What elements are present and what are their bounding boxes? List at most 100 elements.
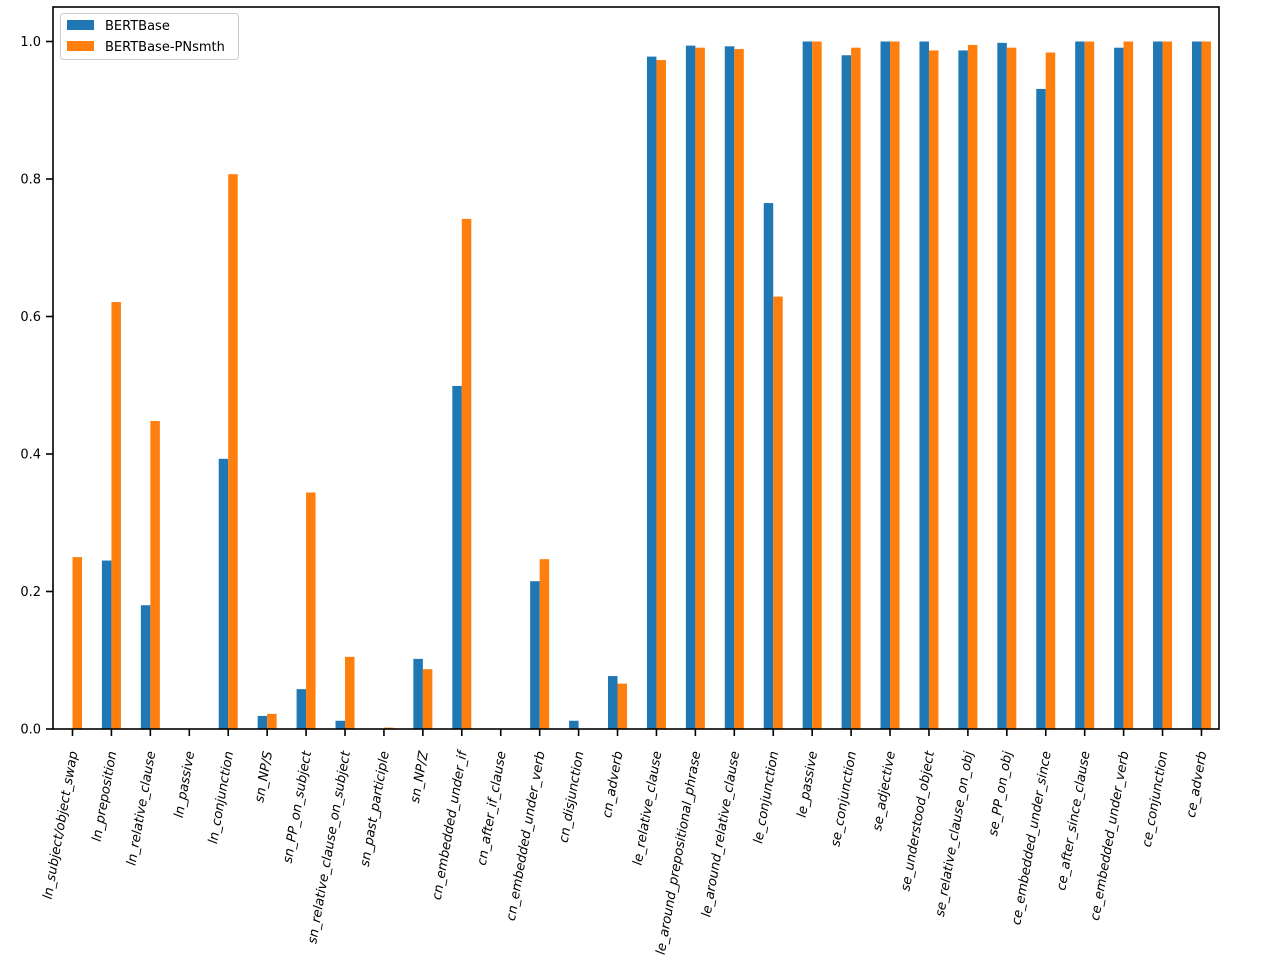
bar-bertbase-22 (919, 41, 929, 729)
x-tick-label: sn_relative_clause_on_subject (305, 749, 354, 945)
x-tick-label: sn_NP/S (252, 750, 276, 804)
bar-bertbase-pnsmth-25 (1045, 52, 1056, 729)
bar-bertbase-pnsmth-28 (1162, 41, 1173, 729)
y-tick-label: 0.4 (20, 448, 41, 463)
bar-bertbase-15 (646, 56, 657, 729)
bar-bertbase-21 (880, 41, 891, 729)
bar-bertbase-24 (997, 42, 1007, 729)
bar-bertbase-4 (218, 458, 229, 729)
bar-bertbase-pnsmth-20 (851, 47, 861, 729)
x-tick-label: ce_conjunction (1140, 750, 1172, 848)
bar-bertbase-pnsmth-22 (928, 50, 939, 729)
y-tick-label: 0.6 (20, 310, 41, 325)
bar-bertbase-pnsmth-26 (1084, 41, 1095, 729)
x-tick-label: ln_conjunction (206, 750, 237, 845)
x-tick-label: ln_preposition (90, 750, 121, 843)
y-tick-label: 1.0 (20, 35, 41, 50)
bar-bertbase-pnsmth-12 (539, 559, 550, 729)
bar-bertbase-pnsmth-23 (967, 44, 978, 729)
x-tick-label: se_relative_clause_on_obj (933, 750, 977, 918)
x-tick-label: cn_disjunction (557, 750, 588, 844)
bar-bertbase-pnsmth-6 (306, 492, 316, 729)
legend-label: BERTBase (105, 19, 170, 34)
bar-bertbase-pnsmth-2 (150, 421, 160, 729)
bar-bertbase-13 (569, 720, 579, 729)
x-tick-label: ln_subject/object_swap (41, 750, 82, 900)
bar-bertbase-pnsmth-15 (656, 60, 666, 729)
x-tick-label: cn_embedded_under_if (430, 748, 471, 902)
bar-bertbase-pnsmth-24 (1006, 47, 1017, 729)
bar-bertbase-17 (724, 46, 735, 729)
bar-bertbase-pnsmth-1 (111, 302, 121, 729)
bar-bertbase-2 (140, 605, 151, 729)
bar-bertbase-pnsmth-18 (773, 296, 783, 729)
bar-bertbase-1 (101, 560, 112, 729)
bar-bertbase-16 (685, 45, 696, 729)
x-tick-label: cn_after_if_clause (475, 750, 510, 867)
bar-bertbase-10 (452, 385, 462, 729)
bar-bertbase-pnsmth-14 (617, 683, 628, 729)
y-tick-label: 0.8 (20, 173, 41, 188)
x-tick-label: sn_NP/Z (408, 749, 432, 804)
bar-bertbase-5 (257, 715, 268, 729)
x-tick-label: se_conjunction (828, 750, 860, 848)
bar-bertbase-20 (841, 55, 852, 729)
x-axis: ln_subject/object_swap ln_preposition ln_r… (41, 729, 1210, 956)
x-tick-label: le_relative_clause (631, 750, 666, 867)
x-tick-label: ce_embedded_under_verb (1088, 750, 1133, 922)
y-tick-label: 0.2 (20, 585, 41, 600)
x-tick-label: cn_adverb (600, 750, 626, 819)
x-tick-label: sn_PP_on_subject (281, 749, 316, 864)
y-axis: 0.0 0.2 0.4 0.6 0.8 1.0 (20, 35, 53, 738)
legend-label: BERTBase-PNsmth (105, 40, 225, 55)
x-tick-label: le_around_relative_clause (699, 750, 743, 918)
bar-bertbase-27 (1114, 47, 1124, 729)
bar-bertbase-pnsmth-5 (267, 713, 277, 729)
x-tick-label: ln_relative_clause (124, 750, 159, 867)
x-tick-label: ce_adverb (1184, 750, 1210, 819)
bar-bertbase-pnsmth-29 (1201, 41, 1211, 729)
bar-bertbase-pnsmth-4 (228, 174, 238, 729)
bar-bertbase-23 (958, 50, 968, 729)
x-tick-label: le_conjunction (751, 750, 782, 845)
legend-swatch (67, 20, 94, 30)
x-tick-label: ce_after_since_clause (1054, 750, 1093, 892)
x-tick-label: ln_passive (172, 750, 198, 819)
x-tick-label: le_around_prepositional_phrase (654, 750, 705, 956)
bar-bertbase-pnsmth-0 (72, 557, 82, 729)
x-tick-label: ce_embedded_under_since (1009, 750, 1054, 926)
bar-bertbase-pnsmth-7 (345, 656, 355, 729)
bar-bertbase-pnsmth-10 (461, 218, 472, 729)
bar-bertbase-pnsmth-17 (734, 49, 744, 729)
x-tick-label: le_passive (795, 750, 821, 819)
bar-bertbase-pnsmth-27 (1123, 41, 1134, 729)
bar-bertbase-19 (802, 41, 813, 729)
bar-bertbase-7 (335, 720, 346, 729)
bar-bertbase-18 (763, 203, 774, 729)
bar-bertbase-9 (413, 658, 423, 729)
x-tick-label: cn_embedded_under_verb (504, 750, 549, 922)
plot-frame (52, 6, 1220, 730)
bar-bertbase-pnsmth-21 (890, 41, 900, 729)
bar-bertbase-28 (1153, 41, 1163, 729)
legend-swatch (67, 41, 94, 51)
y-tick-label: 0.0 (20, 723, 41, 738)
x-tick-label: se_understood_object (898, 749, 938, 892)
bar-bertbase-pnsmth-9 (422, 669, 433, 729)
x-tick-label: se_PP_on_obj (986, 750, 1016, 838)
x-tick-label: se_adjective (870, 750, 899, 832)
bar-bertbase-29 (1191, 41, 1202, 729)
legend-box (60, 13, 239, 60)
bar-bertbase-6 (296, 689, 307, 729)
bar-bertbase-12 (530, 581, 540, 729)
bar-bertbase-pnsmth-19 (812, 41, 822, 729)
bar-bertbase-pnsmth-16 (695, 47, 705, 729)
bar-bertbase-26 (1075, 41, 1085, 729)
bars-layer (72, 41, 1211, 729)
x-tick-label: sn_past_participle (358, 750, 393, 868)
bar-bertbase-14 (608, 676, 618, 729)
legend: BERTBase BERTBase-PNsmth (60, 13, 239, 60)
bar-bertbase-25 (1036, 88, 1046, 729)
